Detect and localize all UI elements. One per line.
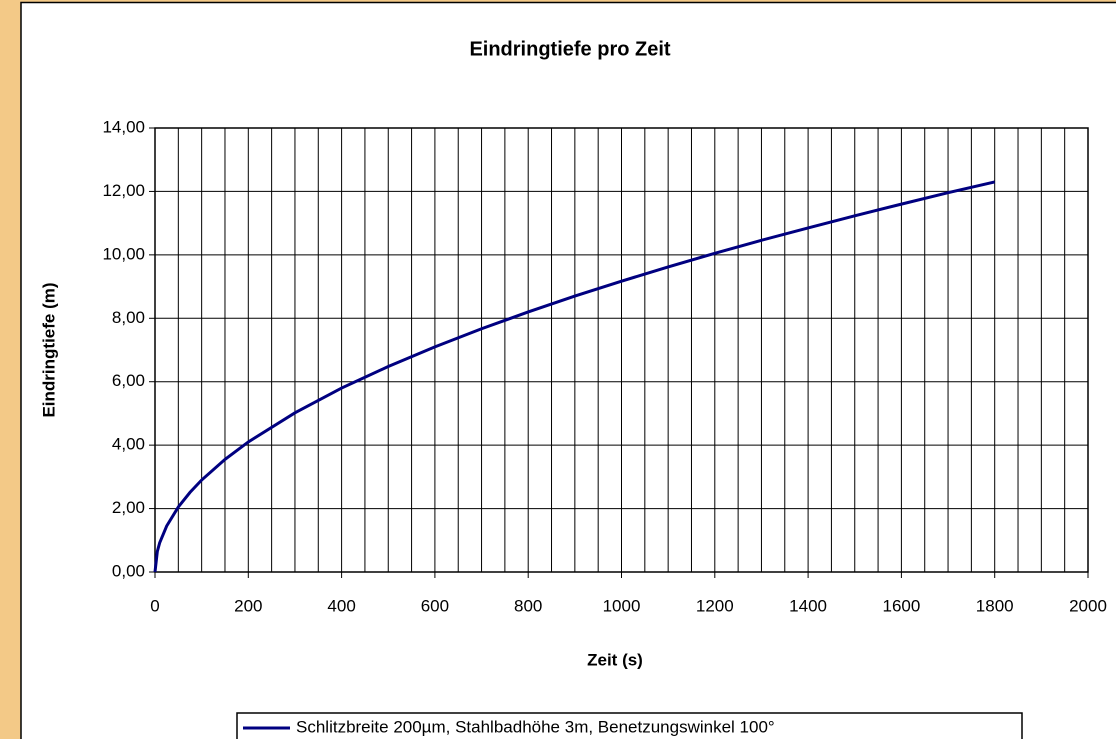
x-tick-label: 600 — [421, 596, 449, 615]
x-tick-label: 0 — [150, 596, 159, 615]
legend-box — [236, 712, 1023, 739]
y-tick-label: 6,00 — [112, 371, 145, 390]
x-tick-label: 1000 — [603, 596, 641, 615]
legend-label: Schlitzbreite 200µm, Stahlbadhöhe 3m, Be… — [296, 717, 775, 736]
y-tick-label: 2,00 — [112, 498, 145, 517]
plot-area — [154, 127, 1089, 573]
y-tick-label: 12,00 — [102, 181, 145, 200]
x-tick-label: 2000 — [1069, 596, 1107, 615]
y-tick-label: 4,00 — [112, 435, 145, 454]
x-tick-label: 400 — [327, 596, 355, 615]
x-tick-label: 1800 — [976, 596, 1014, 615]
x-tick-label: 200 — [234, 596, 262, 615]
chart-area — [20, 1, 1116, 739]
x-tick-label: 1600 — [882, 596, 920, 615]
x-axis-label: Zeit (s) — [587, 650, 643, 669]
data-line — [153, 180, 996, 573]
y-tick-label: 14,00 — [102, 117, 145, 136]
x-tick-label: 1400 — [789, 596, 827, 615]
x-tick-label: 1200 — [696, 596, 734, 615]
y-tick-label: 10,00 — [102, 244, 145, 263]
chart-title: Eindringtiefe pro Zeit — [469, 38, 670, 60]
y-axis-label: Eindringtiefe (m) — [39, 282, 58, 417]
y-tick-label: 8,00 — [112, 308, 145, 327]
y-tick-label: 0,00 — [112, 561, 145, 580]
x-tick-label: 800 — [514, 596, 542, 615]
